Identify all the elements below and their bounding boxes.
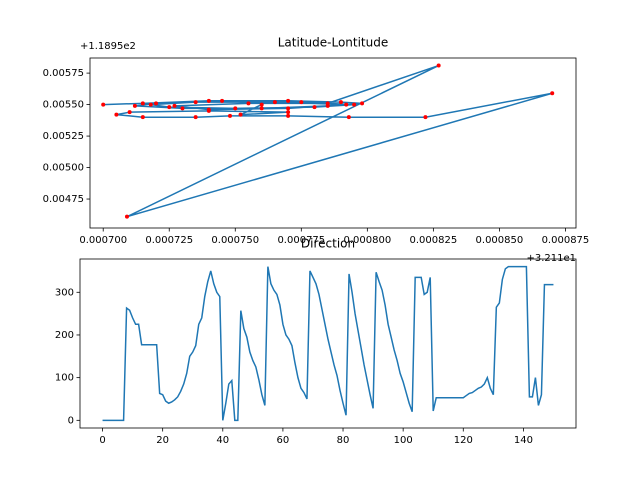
x-tick-label: 0.000750 — [211, 235, 259, 246]
y-tick-label: 0.00550 — [43, 100, 84, 111]
data-point — [206, 108, 211, 113]
y-tick-label: 0 — [68, 415, 74, 426]
data-point — [124, 214, 129, 219]
data-point — [352, 102, 357, 107]
y-offset-label: +1.1895e2 — [80, 41, 136, 52]
data-point — [193, 115, 198, 120]
data-point — [206, 98, 211, 103]
x-tick-label: 0.000825 — [410, 235, 458, 246]
x-tick-label: 0.000700 — [79, 235, 127, 246]
data-point — [167, 105, 172, 110]
data-point — [101, 102, 106, 107]
data-point — [338, 100, 343, 105]
data-point — [140, 115, 145, 120]
data-point — [312, 105, 317, 110]
data-point — [154, 101, 159, 106]
x-tick-label: 80 — [337, 435, 350, 446]
x-tick-label: 0.000800 — [343, 235, 391, 246]
data-point — [299, 100, 304, 105]
x-tick-label: 0 — [99, 435, 105, 446]
data-point — [246, 101, 251, 106]
x-tick-label: 140 — [514, 435, 533, 446]
data-point — [436, 63, 441, 68]
data-point — [550, 91, 555, 96]
data-point — [220, 98, 225, 103]
data-point — [259, 106, 264, 111]
y-tick-label: 300 — [55, 287, 74, 298]
axes-frame — [79, 258, 577, 429]
x-tick-label: 20 — [156, 435, 169, 446]
chart-title: Latitude-Lontitude — [278, 36, 389, 50]
x-tick-label: 0.000775 — [277, 235, 325, 246]
data-point — [272, 100, 277, 105]
y-tick-label: 0.00475 — [43, 194, 84, 205]
data-point — [114, 112, 119, 117]
y-tick-label: 0.00500 — [43, 163, 84, 174]
data-point — [286, 113, 291, 118]
data-point — [286, 98, 291, 103]
data-point — [325, 101, 330, 106]
data-point — [346, 115, 351, 120]
data-point — [423, 115, 428, 120]
x-offset-label: +3.211e1 — [526, 253, 576, 264]
data-point — [180, 106, 185, 111]
x-tick-label: 0.000850 — [476, 235, 524, 246]
data-point — [140, 101, 145, 106]
x-tick-label: 40 — [216, 435, 229, 446]
data-point — [238, 112, 243, 117]
x-tick-label: 100 — [394, 435, 413, 446]
data-point — [193, 100, 198, 105]
data-point — [286, 110, 291, 115]
data-point — [227, 113, 232, 118]
x-tick-label: 0.000875 — [542, 235, 590, 246]
y-tick-label: 0.00525 — [43, 131, 84, 142]
data-point — [172, 103, 177, 108]
data-point — [127, 110, 132, 115]
data-point — [233, 106, 238, 111]
data-point — [132, 103, 137, 108]
x-tick-label: 0.000725 — [145, 235, 193, 246]
data-point — [360, 101, 365, 106]
data-point — [148, 102, 153, 107]
axes-frame — [89, 57, 577, 229]
x-tick-label: 60 — [277, 435, 290, 446]
chart-title: Direction — [301, 237, 355, 251]
data-point — [286, 106, 291, 111]
data-point — [259, 102, 264, 107]
y-tick-label: 100 — [55, 373, 74, 384]
data-line — [102, 265, 554, 422]
y-tick-label: 0.00575 — [43, 68, 84, 79]
y-tick-label: 200 — [55, 330, 74, 341]
x-tick-label: 120 — [454, 435, 473, 446]
data-point — [344, 102, 349, 107]
